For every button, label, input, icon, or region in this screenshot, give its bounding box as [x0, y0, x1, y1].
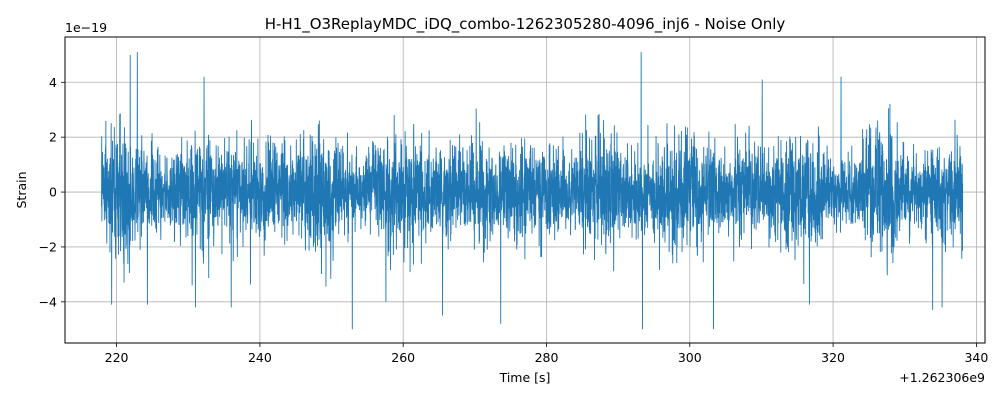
- y-axis-label: Strain: [14, 171, 29, 208]
- x-tick-label: 300: [678, 350, 702, 365]
- x-tick-label: 220: [105, 350, 129, 365]
- x-tick-label: 260: [391, 350, 415, 365]
- y-tick-label: 0: [49, 185, 57, 200]
- x-axis: 220 240 260 280 300 320 340: [105, 343, 988, 365]
- y-tick-label: −2: [39, 239, 57, 254]
- y-axis: −4 −2 0 2 4: [39, 75, 65, 309]
- y-scale-label: 1e−19: [65, 20, 107, 35]
- y-tick-label: 2: [49, 130, 57, 145]
- x-offset-label: +1.262306e9: [899, 370, 985, 385]
- chart-title: H-H1_O3ReplayMDC_iDQ_combo-1262305280-40…: [265, 15, 786, 34]
- x-tick-label: 240: [248, 350, 272, 365]
- x-tick-label: 320: [821, 350, 845, 365]
- plot-area: [101, 52, 964, 330]
- x-tick-label: 340: [964, 350, 988, 365]
- axes-frame: [64, 36, 986, 344]
- series-line-strain: [101, 52, 964, 330]
- y-tick-label: 4: [49, 75, 57, 90]
- x-tick-label: 280: [535, 350, 559, 365]
- y-tick-label: −4: [39, 294, 57, 309]
- x-axis-label: Time [s]: [499, 370, 551, 385]
